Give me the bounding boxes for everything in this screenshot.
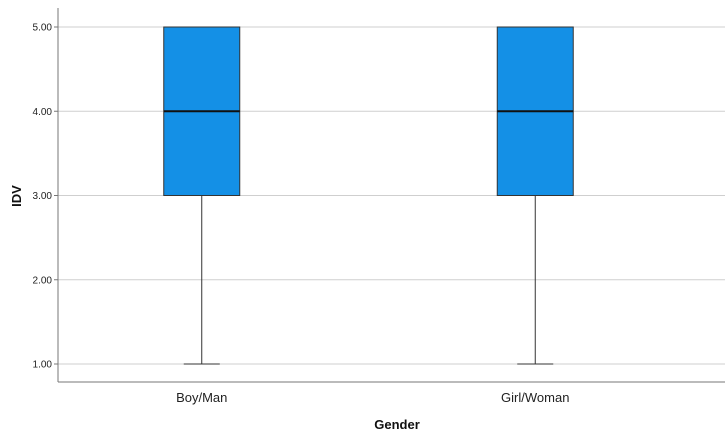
x-category-label: Boy/Man bbox=[176, 390, 227, 405]
y-tick-label: 3.00 bbox=[33, 191, 53, 202]
y-tick-label: 1.00 bbox=[33, 360, 53, 371]
y-axis-title: IDV bbox=[9, 185, 24, 207]
x-axis-category-labels: Boy/Man Girl/Woman bbox=[176, 390, 569, 405]
box-boy-man bbox=[163, 26, 241, 365]
x-category-label: Girl/Woman bbox=[501, 390, 569, 405]
y-axis-ticks: 1.00 2.00 3.00 4.00 5.00 bbox=[33, 23, 58, 371]
gridlines bbox=[58, 26, 725, 365]
y-tick-label: 2.00 bbox=[33, 275, 53, 286]
y-tick-label: 4.00 bbox=[33, 107, 53, 118]
y-tick-label: 5.00 bbox=[33, 23, 53, 34]
box-girl-woman bbox=[496, 26, 574, 365]
x-axis-title: Gender bbox=[374, 417, 420, 430]
boxes bbox=[163, 26, 574, 365]
